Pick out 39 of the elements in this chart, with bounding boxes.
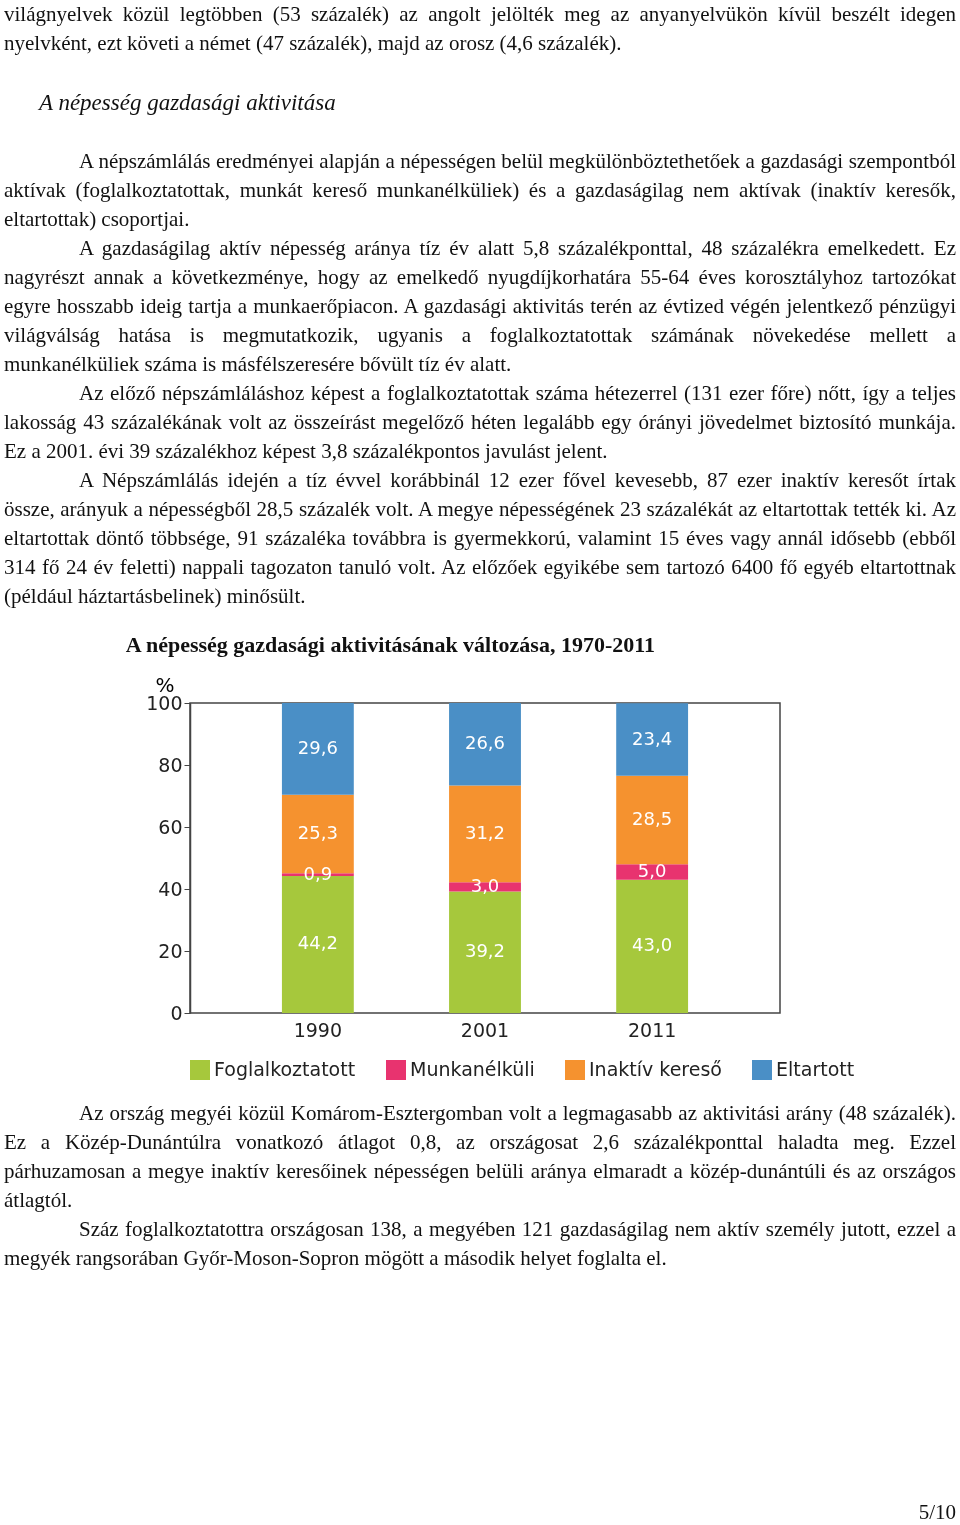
y-tick-label: 60 [158, 815, 183, 838]
text: Az előző népszámláláshoz képest a foglalkoztatottak száma hétezerrel (131 ezer főre) nőtt, így a teljes lakosság 43 százalékának volt az összeírást megelőző héten legalább egy órányi jövedelmet biztosító munkája. Ez a 2001. évi 39 százalékhoz képest 3,8 százalékpontos javulást jelent. [4, 380, 956, 465]
y-tick-label: 20 [158, 939, 183, 962]
text: A gazdaságilag aktív népesség aránya tíz év alatt 5,8 százalékponttal, 48 százalékra emelkedett. Ez nagyrészt annak a következménye, hogy az emelkedő nyugdíjkorhatára 55-64 éves korosztályhoz tartozókat egyre hosszabb ideig tartja a munkaerőpiacon. A gazdasági aktivitás terén az évtized végén jelentkező pénzügyi világválság hatása is megmutatkozik, ugyanis a foglalkoztatottak számának növekedése mellett a munkanélküliek száma is másfélszeresére bővült tíz év alatt. [4, 235, 956, 378]
y-tick-label: 40 [158, 877, 183, 900]
chart-title: A népesség gazdasági aktivitásának változása, 1970-2011 [125, 632, 655, 657]
text: Az ország megyéi közül Komárom-Esztergomban volt a legmagasabb az aktivitási arány (48 százalék). Ez a Közép-Dunántúlra vonatkozó átlagot 0,8, az országosat 2,6 százalékponttal haladta meg. Ezzel párhuzamosan a megye inaktív keresőinek népességen belüli aránya elmaradt a közép-dunántúli és az országos átlagtól. [4, 1100, 956, 1214]
data-label: 43,0 [632, 934, 673, 956]
text: A népszámlálás eredményei alapján a népességen belül megkülönböztethetőek a gazdasági szempontból aktívak (foglalkoztatottak, munkát kereső munkanélküliek) és a gazdaságilag nem aktívak (inaktív keresők, eltartottak) csoportjai. [4, 148, 956, 233]
bar [449, 703, 521, 786]
x-tick-label: 2001 [460, 1018, 510, 1041]
x-tick-label: 1990 [293, 1018, 343, 1041]
x-tick-label: 2011 [627, 1018, 677, 1041]
data-label: 28,5 [632, 808, 673, 830]
data-label: 44,2 [297, 932, 338, 954]
y-tick-label: 80 [158, 753, 183, 776]
text: világnyelvek közül legtöbben (53 százalék) az angolt jelölték meg az anyanyelvükön kívül beszélt idegen nyelvként, ezt követi a német (47 százalék), majd az orosz (4,6 százalék). [4, 1, 956, 57]
data-label: 0,9 [303, 862, 333, 884]
legend-label: Inaktív kereső [589, 1058, 722, 1080]
legend-label: Eltartott [776, 1058, 855, 1080]
data-label: 23,4 [632, 727, 673, 749]
bar [616, 879, 689, 1013]
data-label: 3,0 [470, 874, 500, 896]
data-label: 26,6 [464, 732, 506, 754]
legend-label: Munkanélküli [410, 1058, 535, 1080]
data-label: 5,0 [637, 859, 667, 881]
data-label: 31,2 [464, 821, 506, 843]
legend-label: Foglalkoztatott [214, 1058, 356, 1080]
bar [616, 703, 689, 776]
text: Száz foglalkoztatottra országosan 138, a megyében 121 gazdaságilag nem aktív személy jutott, ezzel a megyék rangsorában Győr-Moson-Sopron mögött a második helyet foglalta el. [4, 1216, 956, 1272]
text: A Népszámlálás idején a tíz évvel korábbinál 12 ezer fővel kevesebb, 87 ezer inaktív keresőt írtak össze, arányuk a népességből 28,5 százalék volt. A megye népességének 23 százalékát az eltartottak tették ki. Az eltartottak döntő többsége, 91 százaléka továbbra is gyermekkorú, valamint 15 éves vagy annál idősebb (ebből 314 fő 24 év feletti) nappali tagozaton tanuló volt. Az előzőek egyikébe sem tartozó 6400 fő egyéb eltartottnak (például háztartásbelinek) minősült. [4, 467, 956, 610]
bar [616, 775, 689, 865]
text: 5/10 [918, 1499, 956, 1525]
data-label: 29,6 [297, 736, 338, 758]
data-label: 25,3 [297, 821, 338, 843]
text: A népesség gazdasági aktivitása [37, 89, 337, 117]
bar [281, 703, 354, 795]
data-label: 39,2 [464, 940, 506, 962]
y-tick-label: 0 [170, 1001, 183, 1024]
